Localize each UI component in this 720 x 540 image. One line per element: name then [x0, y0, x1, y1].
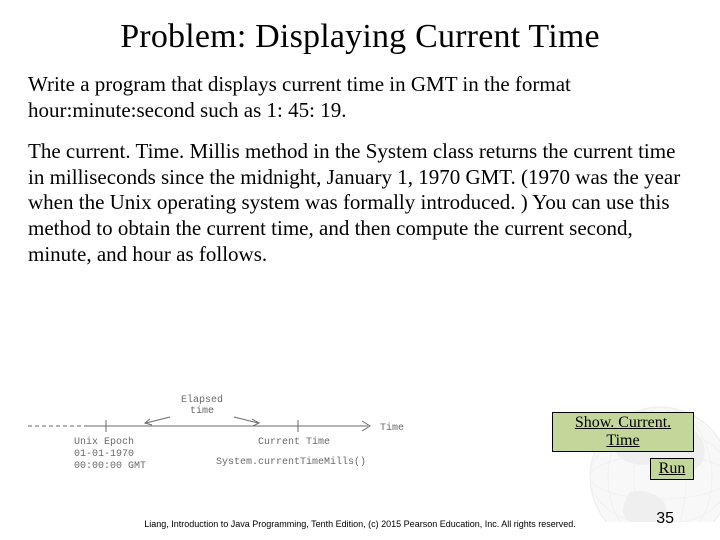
paragraph-2: The current. Time. Millis method in the …: [28, 139, 692, 267]
svg-text:Elapsed: Elapsed: [181, 394, 223, 406]
svg-text:System.currentTimeMills(): System.currentTimeMills(): [216, 456, 366, 468]
paragraph-1: Write a program that displays current ti…: [28, 72, 692, 123]
timeline-diagram: Elapsed time Time Unix Epoch 01-01-1970 …: [28, 390, 438, 478]
svg-text:time: time: [190, 405, 214, 417]
page-number: 35: [656, 510, 674, 528]
svg-text:Unix Epoch: Unix Epoch: [74, 436, 134, 448]
slide-container: Problem: Displaying Current Time Write a…: [0, 0, 720, 540]
run-button[interactable]: Run: [650, 458, 694, 480]
svg-text:01-01-1970: 01-01-1970: [74, 449, 134, 460]
svg-text:00:00:00 GMT: 00:00:00 GMT: [74, 461, 146, 472]
svg-text:Current Time: Current Time: [258, 436, 330, 448]
slide-title: Problem: Displaying Current Time: [28, 18, 692, 56]
svg-text:Time: Time: [380, 422, 404, 434]
footer-copyright: Liang, Introduction to Java Programming,…: [0, 519, 720, 530]
show-current-time-button[interactable]: Show. Current. Time: [552, 412, 694, 452]
action-buttons: Show. Current. Time Run: [552, 412, 694, 480]
